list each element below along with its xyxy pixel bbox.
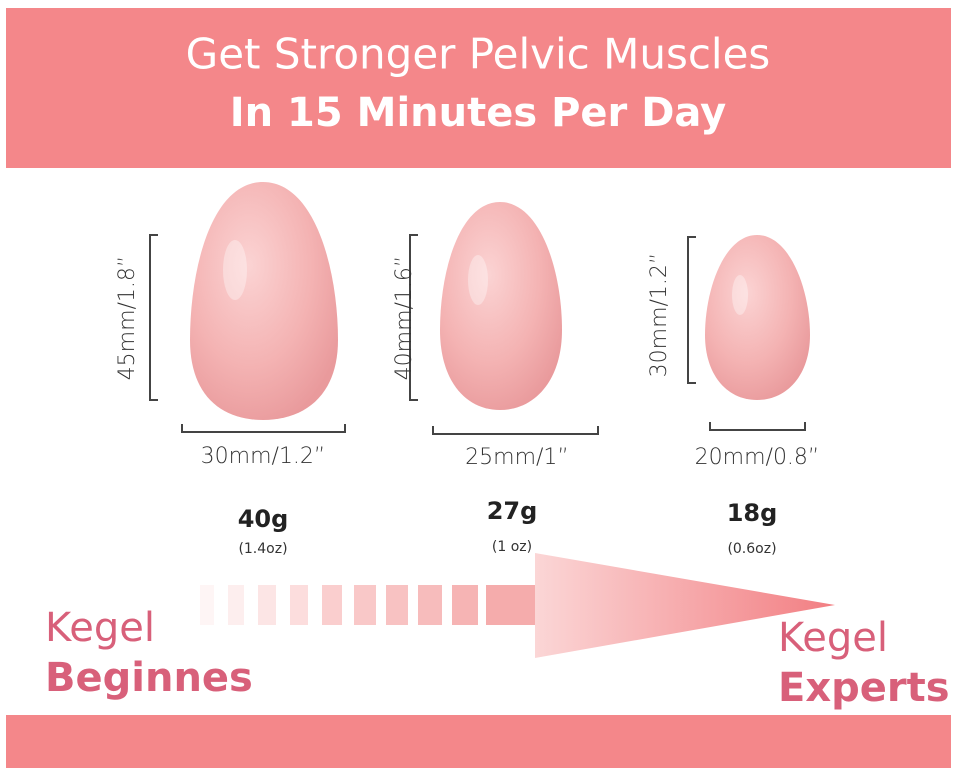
egg-weight: 27g: [487, 497, 538, 525]
egg: [440, 202, 562, 410]
height-bracket: [409, 234, 418, 401]
egg-height: 45mm/1.8”: [115, 256, 140, 381]
egg-ounces: (0.6oz): [727, 541, 776, 557]
end-label: Kegel: [778, 615, 888, 661]
egg-height: 40mm/1.6”: [392, 256, 417, 381]
height-bracket: [149, 234, 158, 401]
end-label-strong: Experts: [778, 665, 950, 711]
egg-weight: 18g: [727, 499, 778, 527]
egg-width: 25mm/1”: [465, 445, 569, 470]
header-banner: [6, 8, 951, 168]
egg-ounces: (1 oz): [492, 539, 532, 555]
egg: [190, 182, 338, 420]
egg-highlight: [468, 255, 488, 305]
height-bracket: [687, 236, 696, 384]
egg-highlight: [732, 275, 748, 315]
start-label: Kegel: [45, 605, 155, 651]
width-bracket: [181, 424, 346, 433]
start-label-strong: Beginnes: [45, 655, 253, 701]
width-bracket: [709, 422, 806, 431]
egg-width: 30mm/1.2”: [201, 444, 326, 469]
progress-arrow: [200, 553, 835, 658]
width-bracket: [432, 426, 599, 435]
egg-height: 30mm/1.2”: [647, 253, 672, 378]
header-line2: In 15 Minutes Per Day: [230, 90, 726, 136]
egg-ounces: (1.4oz): [238, 541, 287, 557]
footer-band: [6, 715, 951, 768]
header-line1: Get Stronger Pelvic Muscles: [186, 30, 771, 79]
egg-width: 20mm/0.8”: [695, 445, 820, 470]
egg-highlight: [223, 240, 247, 300]
egg: [705, 235, 810, 400]
egg-weight: 40g: [238, 505, 289, 533]
